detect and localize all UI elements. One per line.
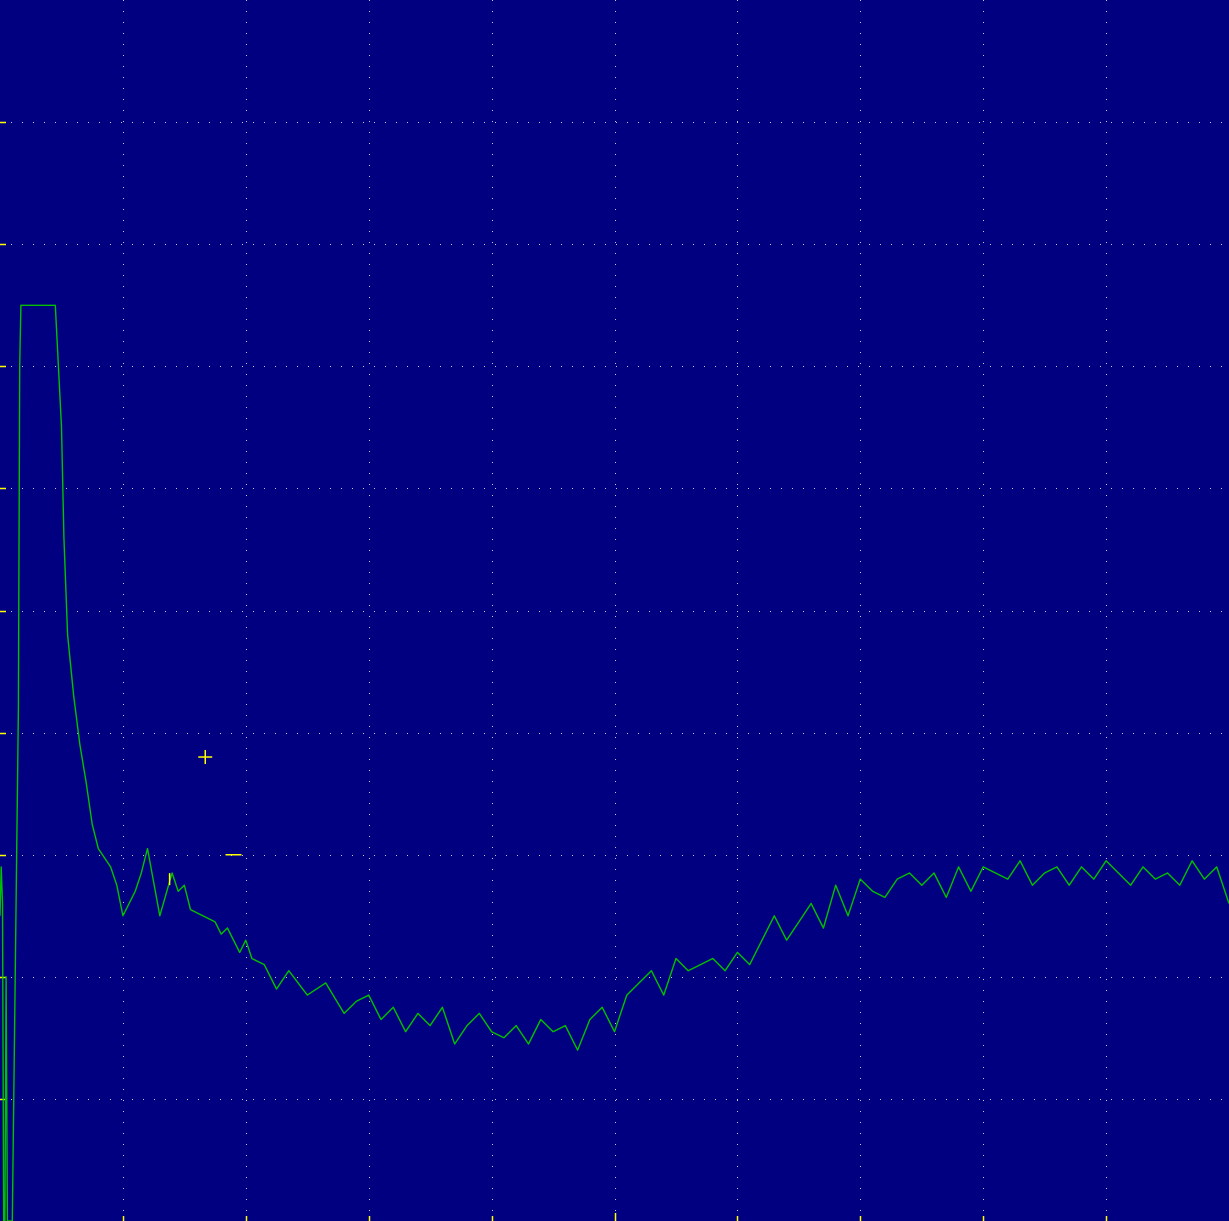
marker-cross: [198, 750, 213, 765]
trace-layer: [0, 304, 1229, 1221]
marker-layer: [168, 750, 242, 886]
signal-trace: [0, 304, 1229, 1221]
